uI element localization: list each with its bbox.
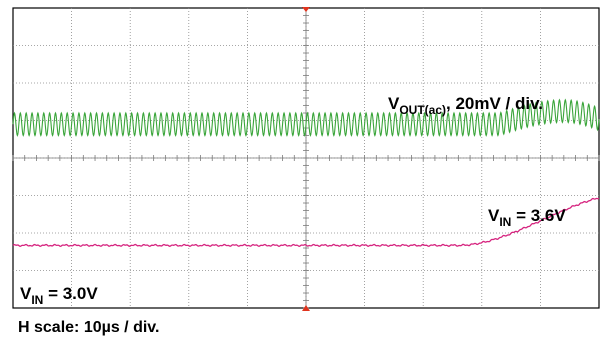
vout-label-main: V [388,94,400,113]
vin-high-label-rest: = 3.6V [511,206,566,225]
vout-label-sub: OUT(ac) [399,103,446,117]
vin-low-label-sub: IN [31,293,43,307]
vin-low-label: VIN = 3.0V [20,284,98,307]
vin-high-label-sub: IN [499,215,511,229]
horizontal-scale-caption: H scale: 10µs / div. [18,319,160,336]
trigger-marker-top [302,7,310,12]
vin-high-label: VIN = 3.6V [488,206,566,229]
vout-ripple-trace [12,98,600,137]
vin-high-label-main: V [488,206,500,225]
vin-low-label-rest: = 3.0V [43,284,98,303]
oscilloscope-grid [12,7,600,311]
vout-label: VOUT(ac), 20mV / div. [388,94,543,117]
trace-layer [12,98,600,248]
vin-low-label-main: V [20,284,32,303]
trace-labels: VOUT(ac), 20mV / div. VIN = 3.6V VIN = 3… [20,94,566,307]
vout-label-rest: , 20mV / div. [446,94,543,113]
vin-step-trace [12,197,600,248]
trigger-marker-bottom [302,305,310,311]
